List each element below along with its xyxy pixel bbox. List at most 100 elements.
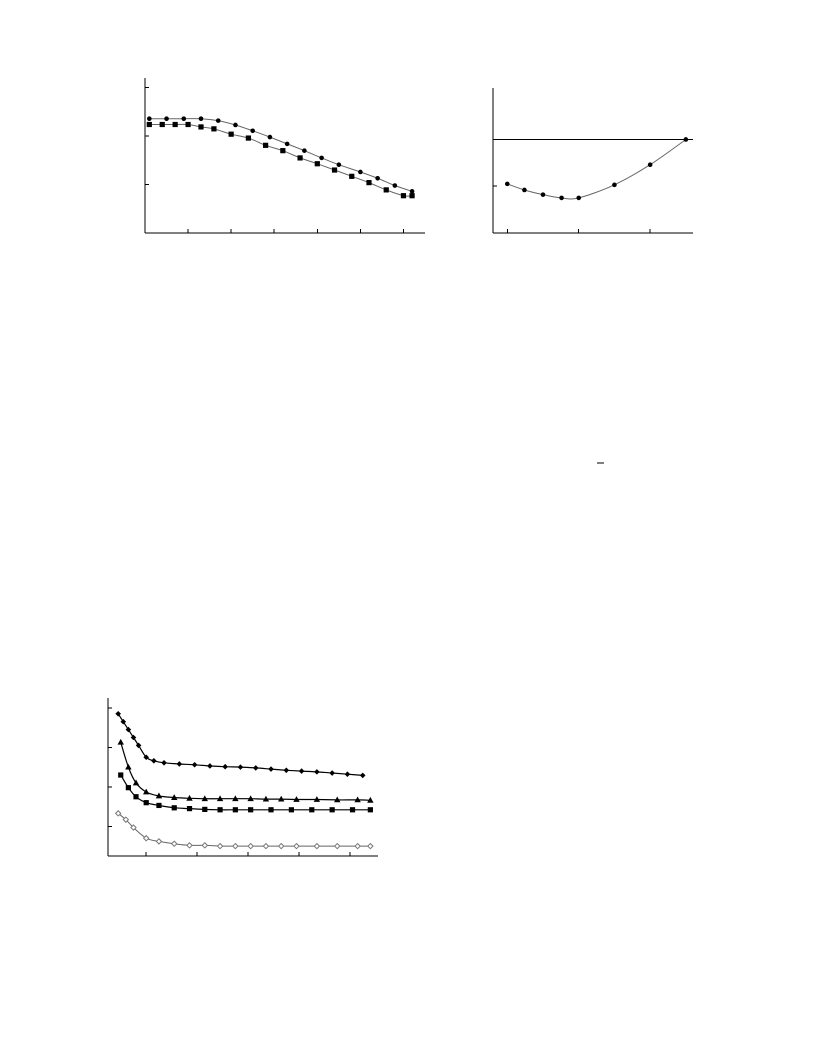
series-1-point-13 <box>237 764 244 770</box>
series-2-point-10 <box>280 148 286 154</box>
series-1-point-1 <box>147 116 152 121</box>
series-3-point-5 <box>156 802 162 809</box>
series-1-line <box>507 139 687 200</box>
series-1-point-11 <box>319 155 324 161</box>
series-1-point-6 <box>143 754 150 761</box>
series-4-point-1 <box>114 810 122 817</box>
series-1-point-9 <box>284 141 290 147</box>
series-1-point-15 <box>268 766 274 772</box>
series-2-point-9 <box>216 795 224 802</box>
series-2-point-11 <box>247 795 254 802</box>
series-3-point-10 <box>232 807 238 813</box>
series-2-line <box>149 123 413 197</box>
series-3-point-13 <box>288 807 294 813</box>
series-2-point-8 <box>245 135 251 141</box>
series-1-point-6 <box>612 182 617 188</box>
series-4-point-5 <box>155 838 163 845</box>
series-4-point-10 <box>232 842 239 850</box>
series-2-point-17 <box>400 193 407 199</box>
series-1-point-7 <box>250 128 255 134</box>
series-2-point-3 <box>132 779 140 786</box>
chart-3-line-four-series <box>107 698 378 857</box>
series-3-point-9 <box>217 807 223 813</box>
series-2-point-4 <box>185 121 191 128</box>
series-1-point-5 <box>215 118 221 123</box>
series-1-point-7 <box>647 162 653 168</box>
series-1-point-11 <box>207 763 213 769</box>
series-3-point-15 <box>329 807 335 813</box>
series-1-point-3 <box>540 192 546 197</box>
series-3-point-1 <box>118 772 124 778</box>
series-2-point-12 <box>262 795 270 802</box>
series-2 <box>146 121 415 199</box>
series-2-point-18 <box>367 796 374 803</box>
series-2-point-14 <box>349 173 355 179</box>
series-1-point-8 <box>683 137 689 142</box>
series-1 <box>504 137 689 201</box>
series-1 <box>147 116 415 194</box>
series-4-point-3 <box>130 824 137 831</box>
series-2-point-16 <box>383 187 389 193</box>
series-2-point-3 <box>172 121 178 128</box>
series-2-point-14 <box>293 796 300 802</box>
series-1-point-5 <box>576 195 582 201</box>
series-3-point-16 <box>349 807 356 813</box>
series-1-point-19 <box>329 770 335 776</box>
series-2-point-6 <box>171 794 178 800</box>
series-1-point-5 <box>135 742 142 749</box>
series-3-point-3 <box>133 794 139 800</box>
series-4-point-14 <box>293 842 300 850</box>
series-1-point-4 <box>559 195 564 201</box>
series-1-point-17 <box>298 768 305 774</box>
series-2-point-13 <box>278 795 285 802</box>
series-1-point-4 <box>130 734 137 741</box>
series-2 <box>117 738 374 803</box>
series-1-point-14 <box>375 175 380 181</box>
series-1-point-3 <box>181 116 187 121</box>
series-2-point-15 <box>366 180 372 186</box>
series-4 <box>114 810 374 850</box>
series-2-point-15 <box>313 796 321 802</box>
series-4-point-9 <box>216 842 224 850</box>
series-2-point-4 <box>143 788 150 795</box>
series-2-point-5 <box>155 792 163 799</box>
series-1-point-7 <box>151 758 157 764</box>
series-4-point-18 <box>367 842 374 850</box>
series-4-point-12 <box>262 842 270 850</box>
series-1-point-6 <box>233 122 238 128</box>
series-1-point-4 <box>198 116 204 121</box>
series-1-point-16 <box>283 767 290 774</box>
series-3-point-2 <box>125 785 131 791</box>
series-1-point-20 <box>344 771 351 778</box>
series-1 <box>115 711 366 779</box>
series-2-point-7 <box>186 794 193 801</box>
series-1-point-1 <box>504 181 510 187</box>
series-2-point-17 <box>354 796 361 803</box>
series-1-point-9 <box>176 761 183 767</box>
series-3-point-8 <box>202 806 208 812</box>
series-3-point-14 <box>309 807 315 813</box>
series-2-point-16 <box>334 796 341 803</box>
series-1-point-3 <box>125 726 132 733</box>
series-2-point-12 <box>314 161 320 167</box>
series-3 <box>118 772 373 813</box>
series-2-point-1 <box>146 121 152 128</box>
series-3-point-11 <box>248 807 254 813</box>
series-4-point-6 <box>170 840 178 848</box>
series-1-point-10 <box>302 148 307 153</box>
series-4-point-7 <box>186 842 193 849</box>
series-2-point-6 <box>211 126 217 132</box>
series-4-point-17 <box>354 842 361 850</box>
series-1-point-21 <box>359 772 366 779</box>
series-2-point-9 <box>263 142 269 148</box>
series-2-point-10 <box>232 795 239 802</box>
series-4-point-15 <box>313 842 321 850</box>
series-4-point-11 <box>247 842 254 850</box>
series-1-point-8 <box>161 759 167 766</box>
chart-1-line-two-series <box>144 78 425 234</box>
series-1-point-10 <box>191 761 198 768</box>
series-2-point-2 <box>125 763 132 770</box>
series-2-point-18 <box>409 193 415 199</box>
series-1-point-12 <box>336 162 342 168</box>
